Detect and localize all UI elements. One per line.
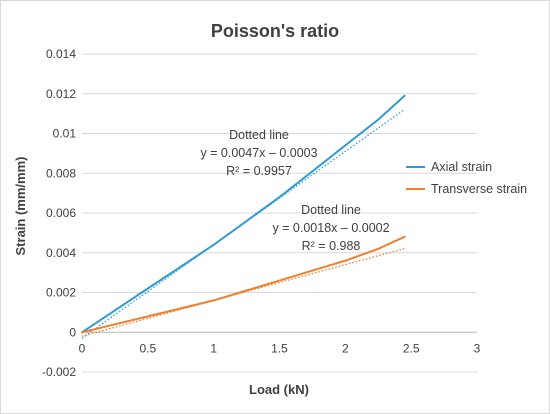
y-tick-label: -0.002 [42, 365, 76, 379]
y-tick-label: 0.004 [46, 246, 76, 260]
x-tick-label: 2.5 [403, 341, 420, 355]
y-tick-label: 0.01 [53, 127, 77, 141]
annotation-transverse-line-3: R² = 0.988 [302, 239, 361, 253]
trendlines [81, 108, 405, 339]
annotation-axial-line-2: y = 0.0047x – 0.0003 [200, 146, 317, 160]
x-tick-label: 0 [79, 341, 86, 355]
series-line-transverse-strain [81, 235, 406, 334]
annotation-axial: Dotted line y = 0.0047x – 0.0003 R² = 0.… [200, 128, 317, 178]
y-tick-label: 0.014 [46, 47, 76, 61]
y-tick-label: 0 [69, 325, 76, 339]
y-tick-label: 0.012 [46, 87, 76, 101]
x-tick-label: 3 [474, 341, 481, 355]
x-axis-title: Load (kN) [249, 382, 309, 397]
gridlines [82, 53, 477, 373]
annotation-transverse-line-1: Dotted line [301, 203, 361, 217]
y-axis-title: Strain (mm/mm) [13, 157, 28, 256]
x-tick-label: 2 [342, 341, 349, 355]
x-tick-label: 1.5 [271, 341, 288, 355]
y-axis-ticks: 0.014 0.012 0.01 0.008 0.006 0.004 0.002 0 -0.00… [42, 47, 76, 379]
annotation-axial-line-1: Dotted line [229, 128, 289, 142]
x-tick-label: 1 [210, 341, 217, 355]
series-line-axial-strain [81, 94, 406, 334]
legend: Axial strain Transverse strain [406, 160, 527, 196]
annotation-axial-line-3: R² = 0.9957 [226, 164, 292, 178]
annotation-transverse: Dotted line y = 0.0018x – 0.0002 R² = 0.… [272, 203, 389, 253]
x-tick-label: 0.5 [139, 341, 156, 355]
series-lines [81, 94, 406, 334]
legend-axial-label: Axial strain [431, 160, 492, 174]
annotation-transverse-line-2: y = 0.0018x – 0.0002 [272, 221, 389, 235]
y-tick-label: 0.006 [46, 206, 76, 220]
trendline-axial-strain [81, 108, 405, 339]
x-axis-ticks: 0 0.5 1 1.5 2 2.5 3 [79, 341, 481, 355]
chart-title: Poisson's ratio [211, 21, 339, 41]
legend-transverse-label: Transverse strain [431, 182, 527, 196]
y-tick-label: 0.008 [46, 166, 76, 180]
y-tick-label: 0.002 [46, 286, 76, 300]
